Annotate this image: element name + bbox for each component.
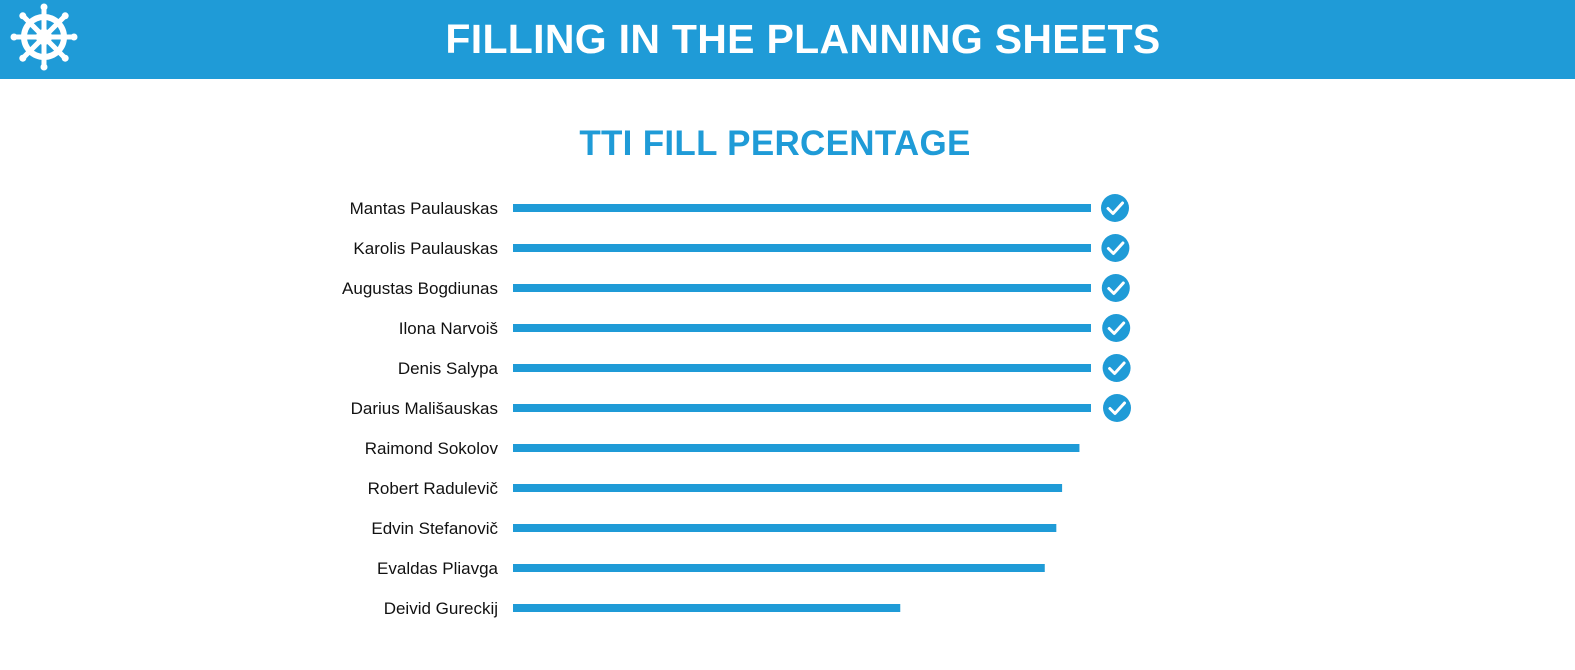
category-label: Darius Mališauskas xyxy=(351,399,498,418)
check-circle-icon xyxy=(1101,274,1130,302)
category-label: Edvin Stefanovič xyxy=(371,519,498,538)
header-bar: FILLING IN THE PLANNING SHEETS xyxy=(0,0,1575,79)
category-label: Deivid Gureckij xyxy=(384,599,498,618)
category-label: Mantas Paulauskas xyxy=(350,199,498,218)
check-circle-icon xyxy=(1101,194,1129,222)
category-label: Raimond Sokolov xyxy=(365,439,499,458)
check-circle-icon xyxy=(1101,234,1130,262)
page-title: FILLING IN THE PLANNING SHEETS xyxy=(445,16,1161,62)
bar xyxy=(513,364,1091,372)
category-label: Denis Salypa xyxy=(398,359,499,378)
bar xyxy=(513,484,1063,492)
check-circle-icon xyxy=(1102,354,1131,382)
bar xyxy=(513,284,1091,292)
check-circle-icon xyxy=(1102,314,1131,342)
category-label: Karolis Paulauskas xyxy=(353,239,498,258)
category-label: Evaldas Pliavga xyxy=(377,559,499,578)
bar xyxy=(513,444,1080,452)
check-circle-icon xyxy=(1103,394,1131,422)
category-label: Robert Radulevič xyxy=(368,479,499,498)
category-label: Ilona Narvoiš xyxy=(399,319,498,338)
ship-wheel-icon xyxy=(10,3,78,71)
bar xyxy=(513,524,1057,532)
category-label: Augustas Bogdiunas xyxy=(342,279,498,298)
chart-title: TTI FILL PERCENTAGE xyxy=(579,124,971,163)
bar xyxy=(513,324,1091,332)
bar xyxy=(513,404,1091,412)
bar xyxy=(513,564,1045,572)
bar xyxy=(513,204,1091,212)
bar xyxy=(513,604,901,612)
bar xyxy=(513,244,1091,252)
